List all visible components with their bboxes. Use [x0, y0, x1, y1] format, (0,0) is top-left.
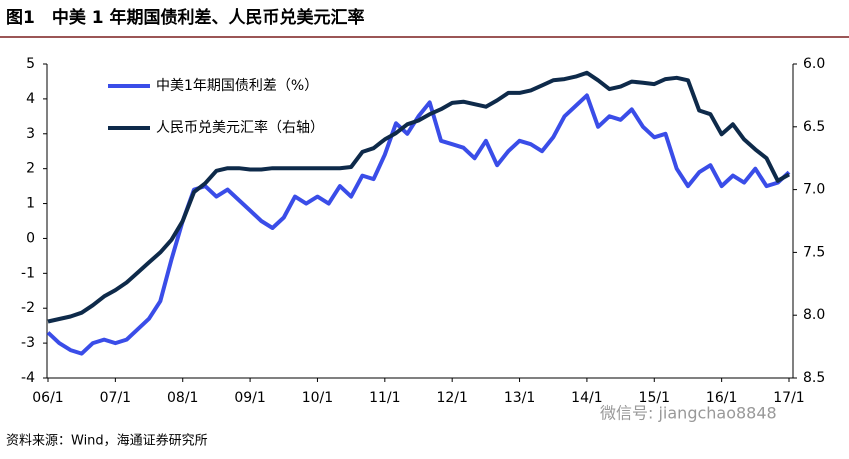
x-tick-label: 09/1 [234, 390, 265, 406]
y2-tick-label: 7.0 [803, 182, 825, 198]
x-tick-label: 14/1 [571, 390, 602, 406]
x-tick-label: 10/1 [302, 390, 333, 406]
series-line [47, 70, 790, 324]
y-tick-label: -3 [21, 335, 35, 351]
watermark: 微信号: jiangchao8848 [600, 404, 777, 423]
x-tick-label: 06/1 [32, 390, 63, 406]
x-tick-label: 17/1 [773, 390, 804, 406]
y2-tick-label: 7.5 [803, 244, 825, 260]
y-tick-label: -4 [21, 370, 35, 386]
x-tick-label: 13/1 [504, 390, 535, 406]
chart-title: 图1 中美 1 年期国债利差、人民币兑美元汇率 [6, 7, 365, 28]
y2-tick-label: 6.5 [803, 119, 825, 135]
legend-label: 中美1年期国债利差（%） [156, 78, 318, 94]
x-tick-label: 12/1 [436, 390, 467, 406]
x-tick-label: 07/1 [100, 390, 131, 406]
series-line [46, 93, 791, 356]
x-tick-label: 16/1 [706, 390, 737, 406]
source: 资料来源：Wind，海通证券研究所 [6, 433, 208, 449]
y-tick-label: -2 [21, 300, 35, 316]
x-tick-label: 15/1 [639, 390, 670, 406]
y-tick-label: 0 [26, 230, 35, 246]
y-tick-label: 3 [26, 126, 35, 142]
y-tick-label: -1 [21, 265, 35, 281]
y-tick-label: 1 [26, 196, 35, 212]
x-tick-label: 11/1 [369, 390, 400, 406]
y2-tick-label: 8.5 [803, 370, 825, 386]
y-tick-label: 4 [26, 91, 35, 107]
legend-label: 人民币兑美元汇率（右轴） [156, 119, 324, 136]
y-tick-label: 5 [26, 56, 35, 72]
y2-tick-label: 6.0 [803, 56, 825, 72]
x-tick-label: 08/1 [167, 390, 198, 406]
y-tick-label: 2 [26, 161, 35, 177]
y2-tick-label: 8.0 [803, 307, 825, 323]
